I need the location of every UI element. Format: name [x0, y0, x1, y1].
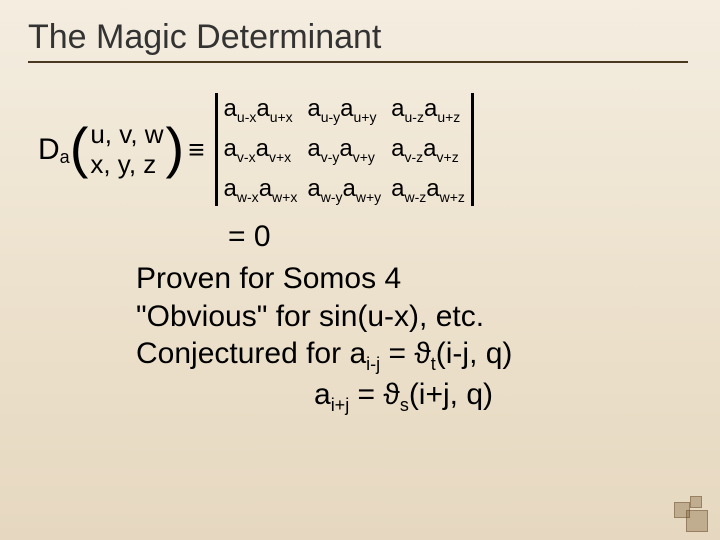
- args-top: u, v, w: [90, 120, 163, 150]
- cell-12: au-yau+y: [307, 95, 381, 125]
- cell-22: av-yav+y: [307, 135, 381, 165]
- determinant: au-xau+x au-yau+y au-zau+z av-xav+x av-y…: [213, 93, 476, 206]
- close-paren: ): [166, 120, 185, 176]
- det-matrix: au-xau+x au-yau+y au-zau+z av-xav+x av-y…: [220, 93, 469, 206]
- det-bar-right: [471, 93, 474, 206]
- args-bot: x, y, z: [90, 150, 163, 180]
- args-stack: u, v, w x, y, z: [90, 120, 163, 180]
- D-letter: D: [38, 133, 60, 167]
- cell-32: aw-yaw+y: [307, 175, 381, 205]
- text-block: Proven for Somos 4 "Obvious" for sin(u-x…: [136, 260, 692, 416]
- cell-33: aw-zaw+z: [391, 175, 465, 205]
- open-paren: (: [70, 120, 89, 176]
- title-underline: [28, 61, 688, 63]
- corner-decoration-icon: [662, 486, 708, 532]
- determinant-lhs: D a ( u, v, w x, y, z ): [38, 120, 184, 180]
- D-subscript: a: [60, 147, 70, 168]
- cell-21: av-xav+x: [224, 135, 298, 165]
- cell-31: aw-xaw+x: [224, 175, 298, 205]
- slide-title: The Magic Determinant: [28, 18, 692, 57]
- line-obvious: "Obvious" for sin(u-x), etc.: [136, 298, 692, 336]
- cell-11: au-xau+x: [224, 95, 298, 125]
- equiv-symbol: ≡: [188, 134, 204, 166]
- line-conjectured-2: ai+j = ϑs(i+j, q): [314, 376, 692, 417]
- cell-23: av-zav+z: [391, 135, 465, 165]
- det-bar-left: [215, 93, 218, 206]
- line-proven: Proven for Somos 4: [136, 260, 692, 298]
- cell-13: au-zau+z: [391, 95, 465, 125]
- line-conjectured: Conjectured for ai-j = ϑt(i-j, q): [136, 335, 692, 376]
- equals-zero: = 0: [228, 220, 692, 254]
- slide: The Magic Determinant D a ( u, v, w x, y…: [0, 0, 720, 540]
- formula-row: D a ( u, v, w x, y, z ) ≡ au-xau+x au-ya…: [38, 93, 692, 206]
